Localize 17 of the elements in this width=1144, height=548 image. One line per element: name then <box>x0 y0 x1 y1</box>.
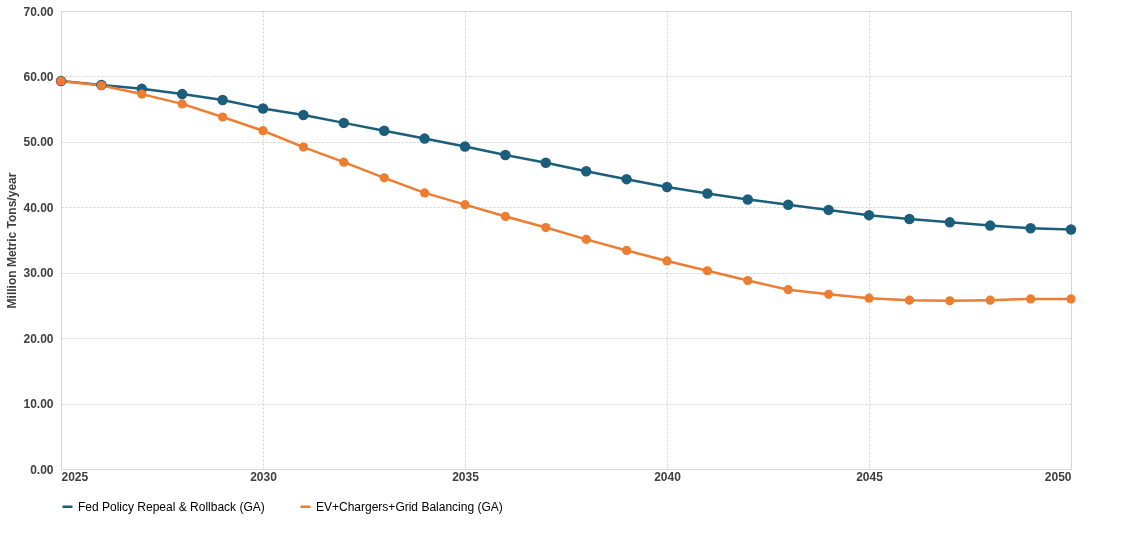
y-tick-label: 30.00 <box>23 266 54 281</box>
y-tick-label: 40.00 <box>23 200 54 215</box>
y-tick-label: 0.00 <box>30 462 54 477</box>
y-tick-label: 70.00 <box>23 4 54 19</box>
legend-label: Fed Policy Repeal & Rollback (GA) <box>78 499 265 514</box>
x-tick-label: 2040 <box>654 469 682 484</box>
x-tick-label: 2025 <box>61 469 89 484</box>
legend-label: EV+Chargers+Grid Balancing (GA) <box>316 499 503 514</box>
y-tick-label: 20.00 <box>23 331 54 346</box>
y-tick-label: 50.00 <box>23 135 54 150</box>
x-tick-label: 2030 <box>250 469 278 484</box>
y-tick-label: 10.00 <box>23 397 54 412</box>
y-axis-title: Million Metric Tons/year <box>5 172 20 309</box>
y-tick-label: 60.00 <box>23 69 54 84</box>
x-tick-label: 2050 <box>1044 469 1072 484</box>
x-tick-label: 2045 <box>856 469 884 484</box>
x-tick-label: 2035 <box>452 469 480 484</box>
